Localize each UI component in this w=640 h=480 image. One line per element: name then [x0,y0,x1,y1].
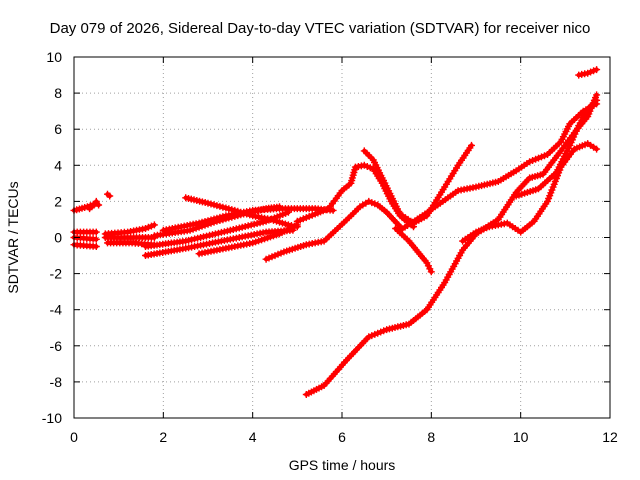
x-tick-label: 12 [602,429,618,445]
series-track-06 [70,241,100,250]
y-tick-label: -2 [50,266,63,282]
series-markers [360,141,475,227]
series-track-19 [392,225,435,276]
y-tick-label: -10 [42,410,62,426]
x-axis-label: GPS time / hours [289,457,396,473]
series-track-18 [360,141,475,227]
series-track-07 [101,221,158,238]
chart-title: Day 079 of 2026, Sidereal Day-to-day VTE… [50,20,591,37]
x-tick-label: 10 [513,429,529,445]
x-tick-label: 4 [249,429,257,445]
series-markers [142,208,292,250]
series-markers [101,234,158,241]
x-tick-label: 0 [70,429,78,445]
series-track-04 [70,228,100,236]
series-track-16 [262,197,404,263]
series-markers [101,221,158,238]
x-tick-label: 2 [159,429,167,445]
series-markers [142,226,297,259]
y-tick-label: 6 [54,121,62,137]
series-markers [70,228,100,236]
series-markers [262,197,404,263]
series-markers [392,225,435,276]
series-track-10 [142,226,297,259]
series-markers [293,161,417,231]
series-markers [195,221,301,258]
series-markers [182,194,301,231]
series-track-02 [86,197,103,213]
series-line [304,92,599,397]
series-markers [512,96,601,200]
tick-layer: 0 2 4 6 8 10 12 -10 -8 -6 -4 -2 0 2 4 6 8 10 [42,49,618,445]
series-layer [70,66,601,398]
series-track-14 [182,194,301,231]
series-track-20 [396,100,601,234]
x-tick-label: 8 [427,429,435,445]
grid [74,57,610,418]
x-tick-label: 6 [338,429,346,445]
y-tick-label: -4 [50,302,63,318]
series-markers [396,100,601,234]
series-track-03 [104,190,114,200]
y-tick-label: 0 [54,230,62,246]
series-markers [575,66,601,79]
y-axis-label: SDTVAR / TECUs [5,181,21,293]
series-track-15 [195,221,301,258]
series-track-23 [512,96,601,200]
y-tick-label: -8 [50,374,63,390]
series-track-24 [575,66,601,79]
series-track-05 [70,234,100,243]
y-tick-label: 8 [54,85,62,101]
y-tick-label: -6 [50,338,63,354]
series-track-21 [302,91,601,398]
series-markers [302,91,601,398]
series-markers [86,197,103,213]
series-track-17 [293,161,417,231]
y-tick-label: 10 [46,49,62,65]
series-markers [104,190,114,200]
y-tick-label: 2 [54,193,62,209]
y-tick-label: 4 [54,157,62,173]
series-track-08 [101,234,158,241]
